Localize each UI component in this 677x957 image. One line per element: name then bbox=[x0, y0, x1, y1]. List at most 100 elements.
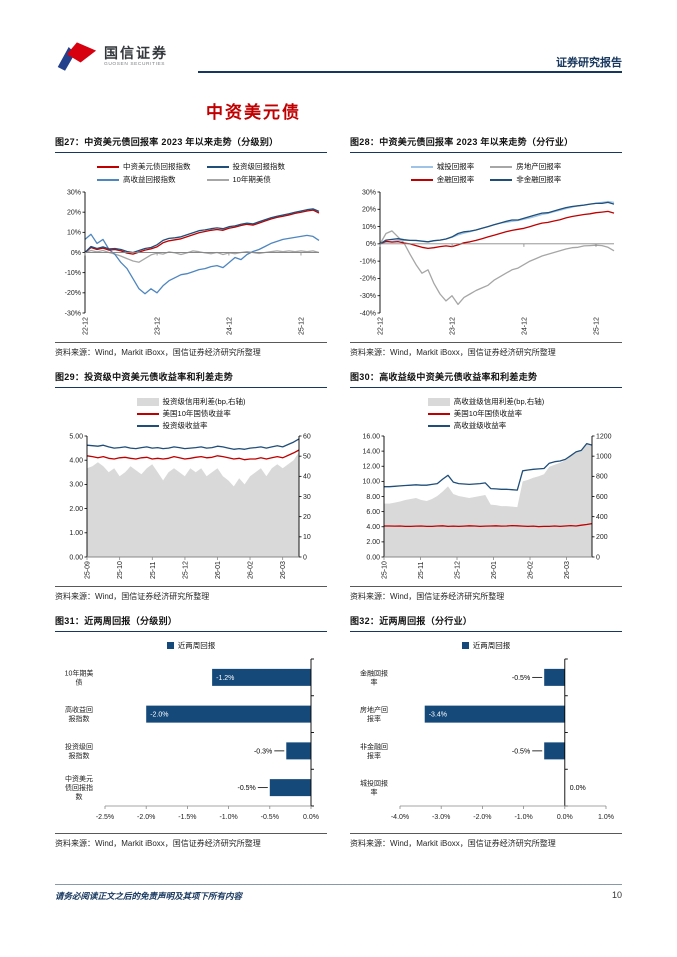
figures-grid: 图27：中资美元债回报率 2023 年以来走势（分级别） 中资美元债回报指数投资… bbox=[0, 135, 677, 849]
svg-text:22-12: 22-12 bbox=[83, 317, 90, 335]
svg-text:10年期美债: 10年期美债 bbox=[65, 668, 94, 686]
legend-item: 近两周回报 bbox=[166, 640, 215, 651]
figure-29: 图29：投资级中资美元债收益率和利差走势 投资级信用利差(bp,右轴) 美国10年… bbox=[55, 370, 327, 602]
svg-text:60: 60 bbox=[303, 433, 311, 440]
svg-text:投资级回报指数: 投资级回报指数 bbox=[65, 742, 93, 760]
legend-label: 10年期美债 bbox=[232, 175, 271, 184]
svg-text:城投回报率: 城投回报率 bbox=[360, 779, 388, 797]
svg-text:0.0%: 0.0% bbox=[303, 814, 319, 821]
figure-32-legend: 近两周回报 bbox=[350, 640, 622, 651]
figure-30-area-chart: 16.00 14.00 12.00 10.00 8.00 6.00 4.00 2.00 0.00… bbox=[362, 433, 612, 579]
figure-row-1: 图27：中资美元债回报率 2023 年以来走势（分级别） 中资美元债回报指数 投资… bbox=[55, 135, 622, 358]
guosen-logo-text: 国信证券 GUOSEN SECURITIES bbox=[104, 46, 168, 68]
figure-27-legend: 中资美元债回报指数 投资级回报指数 高收益回报指数 10年期美债 bbox=[55, 161, 327, 185]
figure-30-source: 资料来源：Wind，国信证券经济研究所整理 bbox=[350, 586, 622, 602]
legend-item: 美国10年国债收益率 bbox=[427, 408, 522, 419]
legend-swatch-line bbox=[136, 424, 159, 427]
svg-text:5.00: 5.00 bbox=[69, 433, 83, 440]
brand-name-cn: 国信证券 bbox=[104, 45, 168, 61]
legend-item: 高收益级信用利差(bp,右轴) bbox=[427, 396, 544, 407]
legend-item: 非金融回报率 bbox=[490, 174, 561, 185]
svg-text:200: 200 bbox=[596, 534, 608, 541]
legend-label: 城投回报率 bbox=[436, 162, 475, 171]
figure-31-caption: 图31：近两周回报（分级别） bbox=[55, 614, 327, 632]
figure-row-3: 图31：近两周回报（分级别） 近两周回报 -1.2% 10年期美债 -2.0% 高收益… bbox=[55, 614, 622, 849]
svg-text:中资美元债回报指数: 中资美元债回报指数 bbox=[65, 774, 93, 801]
svg-text:25-12: 25-12 bbox=[593, 317, 600, 335]
figure-30-legend: 高收益级信用利差(bp,右轴) 美国10年国债收益率高收益级收益率 bbox=[427, 396, 544, 431]
legend-label: 非金融回报率 bbox=[516, 175, 562, 184]
legend-swatch-area bbox=[427, 397, 450, 406]
figure-32-bar-chart: -0.5% 金融回报率 -3.4% 房地产回报率 -0.5% 非金融回报率 0.0% 城投回报… bbox=[360, 658, 614, 821]
svg-text:-1.2%: -1.2% bbox=[216, 675, 234, 682]
svg-text:2.00: 2.00 bbox=[366, 539, 380, 546]
figure-28-line-chart: 30% 20% 10% 0% -10% -20% -30% -40%22-12 23-12 24-… bbox=[360, 189, 615, 335]
svg-text:0%: 0% bbox=[71, 250, 81, 257]
figure-31-source: 资料来源：Wind，Markit iBoxx，国信证券经济研究所整理 bbox=[55, 833, 327, 849]
svg-text:0.00: 0.00 bbox=[366, 554, 380, 561]
page-footer: 请务必阅读正文之后的免责声明及其项下所有内容 10 bbox=[55, 884, 622, 902]
svg-text:25-12: 25-12 bbox=[298, 317, 305, 335]
svg-text:25-11: 25-11 bbox=[150, 562, 157, 579]
svg-text:-10%: -10% bbox=[360, 258, 376, 265]
legend-item: 金融回报率 bbox=[410, 174, 474, 185]
figure-32-source: 资料来源：Wind，Markit iBoxx，国信证券经济研究所整理 bbox=[350, 833, 622, 849]
svg-text:16.00: 16.00 bbox=[362, 433, 380, 440]
svg-text:-30%: -30% bbox=[65, 310, 81, 317]
svg-text:0.0%: 0.0% bbox=[557, 814, 573, 821]
figure-27-caption: 图27：中资美元债回报率 2023 年以来走势（分级别） bbox=[55, 135, 327, 153]
svg-text:10.00: 10.00 bbox=[362, 479, 380, 486]
svg-text:-20%: -20% bbox=[65, 290, 81, 297]
page-number: 10 bbox=[611, 890, 622, 900]
svg-text:-1.5%: -1.5% bbox=[178, 814, 196, 821]
svg-text:-0.5%: -0.5% bbox=[512, 675, 530, 682]
legend-label: 高收益级收益率 bbox=[453, 421, 507, 430]
svg-text:-30%: -30% bbox=[360, 293, 376, 300]
svg-text:1.00: 1.00 bbox=[69, 530, 83, 537]
svg-text:-20%: -20% bbox=[360, 276, 376, 283]
figure-32: 图32：近两周回报（分行业） 近两周回报 -0.5% 金融回报率 -3.4% 房地产回… bbox=[350, 614, 622, 849]
figure-29-area-chart: 5.00 4.00 3.00 2.00 1.00 0.00 60 50 40 30 20 10 0 25-… bbox=[69, 433, 311, 579]
legend-label: 中资美元债回报指数 bbox=[123, 162, 191, 171]
legend-item: 房地产回报率 bbox=[490, 161, 561, 172]
guosen-logo: 国信证券 GUOSEN SECURITIES bbox=[55, 40, 168, 74]
figure-29-source: 资料来源：Wind，国信证券经济研究所整理 bbox=[55, 586, 327, 602]
legend-item: 10年期美债 bbox=[206, 174, 286, 185]
svg-text:30%: 30% bbox=[362, 189, 376, 196]
svg-text:-0.3%: -0.3% bbox=[254, 748, 272, 755]
svg-text:0%: 0% bbox=[366, 241, 376, 248]
svg-text:2.00: 2.00 bbox=[69, 506, 83, 513]
legend-swatch-line bbox=[490, 178, 513, 181]
brand-name-en: GUOSEN SECURITIES bbox=[104, 62, 166, 67]
legend-swatch-line bbox=[427, 424, 450, 427]
svg-text:23-12: 23-12 bbox=[450, 317, 457, 335]
svg-text:0: 0 bbox=[303, 554, 307, 561]
svg-text:400: 400 bbox=[596, 514, 608, 521]
legend-label: 投资级回报指数 bbox=[232, 162, 286, 171]
svg-text:8.00: 8.00 bbox=[366, 494, 380, 501]
svg-text:26-02: 26-02 bbox=[528, 561, 535, 579]
svg-text:高收益回报指数: 高收益回报指数 bbox=[65, 705, 93, 723]
svg-text:10%: 10% bbox=[362, 224, 376, 231]
legend-label: 房地产回报率 bbox=[516, 162, 562, 171]
svg-text:25-09: 25-09 bbox=[85, 561, 92, 579]
svg-text:6.00: 6.00 bbox=[366, 509, 380, 516]
svg-text:-4.0%: -4.0% bbox=[391, 814, 409, 821]
figure-28-caption: 图28：中资美元债回报率 2023 年以来走势（分行业） bbox=[350, 135, 622, 153]
svg-text:24-12: 24-12 bbox=[521, 317, 528, 335]
legend-swatch-line bbox=[410, 165, 433, 168]
figure-28: 图28：中资美元债回报率 2023 年以来走势（分行业） 城投回报率 房地产回报率… bbox=[350, 135, 622, 358]
svg-text:-0.5%: -0.5% bbox=[261, 814, 279, 821]
legend-swatch-line bbox=[97, 165, 119, 168]
legend-swatch-line bbox=[410, 178, 433, 181]
svg-text:24-12: 24-12 bbox=[226, 317, 233, 335]
svg-text:26-01: 26-01 bbox=[491, 561, 498, 579]
legend-label: 投资级信用利差(bp,右轴) bbox=[162, 397, 246, 406]
svg-text:-10%: -10% bbox=[65, 270, 81, 277]
svg-text:1000: 1000 bbox=[596, 453, 612, 460]
legend-item: 投资级信用利差(bp,右轴) bbox=[136, 396, 246, 407]
figure-29-caption: 图29：投资级中资美元债收益率和利差走势 bbox=[55, 370, 327, 388]
legend-item: 高收益级收益率 bbox=[427, 420, 507, 431]
figure-27-line-chart: 30% 20% 10% 0% -10% -20% -30%22-12 23-12 24-12 25… bbox=[65, 189, 320, 335]
